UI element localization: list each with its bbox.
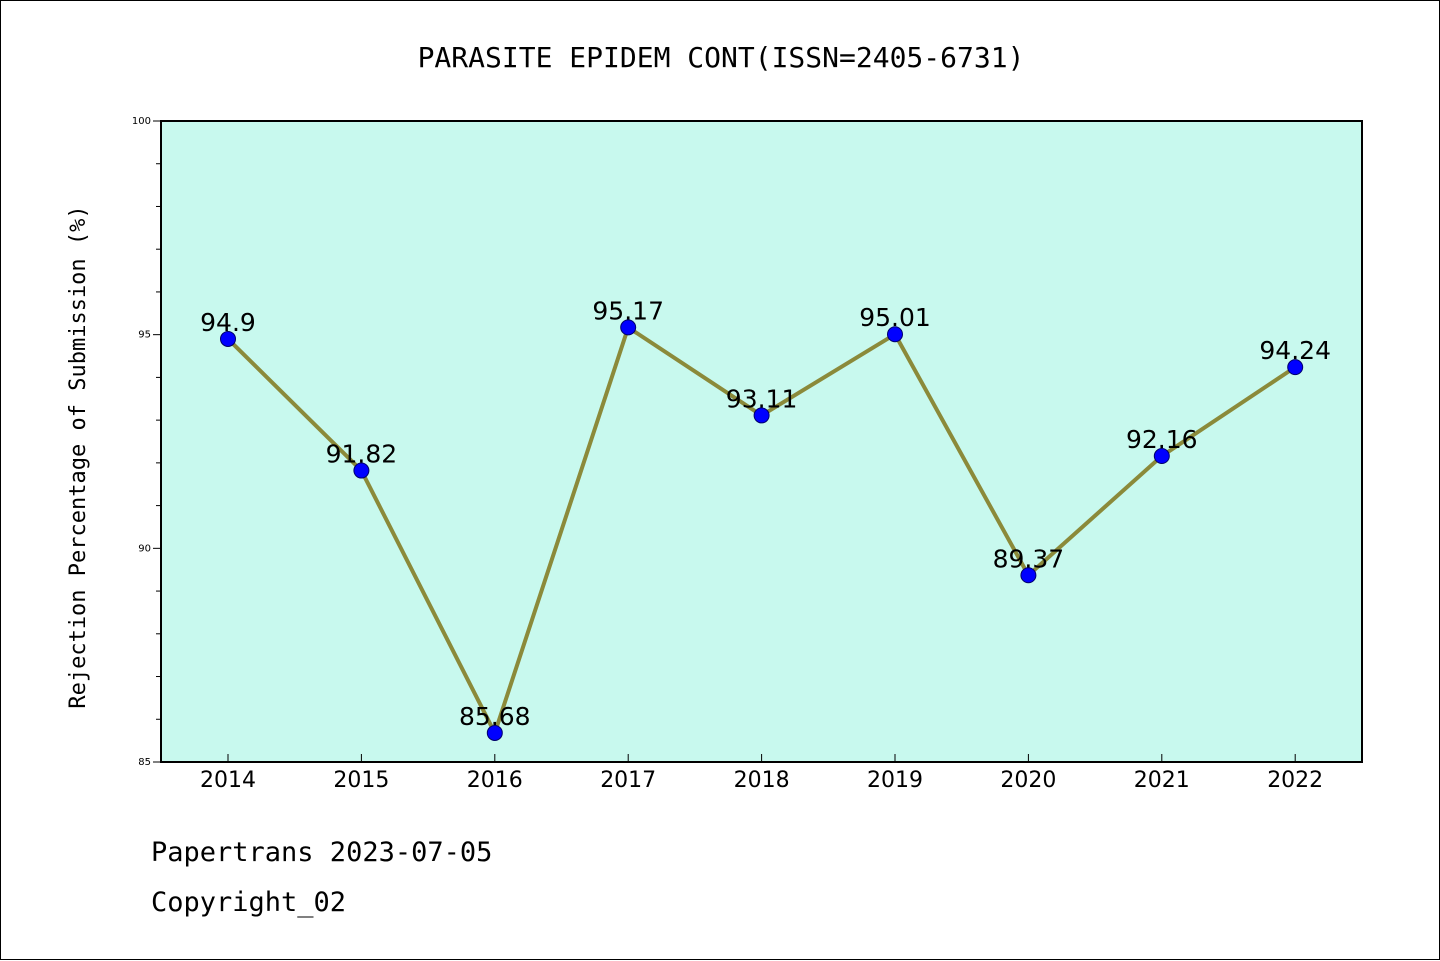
footer-copyright: Copyright_02	[151, 887, 347, 918]
data-point	[753, 407, 770, 424]
y-tick-label: 85	[138, 757, 151, 768]
data-point	[620, 319, 637, 336]
data-point	[887, 326, 903, 343]
data-point	[1020, 567, 1037, 584]
series-group: 94.991.8285.6895.1793.1195.0189.3792.169…	[200, 296, 1331, 741]
y-tick-label: 95	[138, 330, 151, 341]
y-tick-label: 100	[132, 116, 151, 127]
y-tick-label: 90	[138, 543, 151, 554]
x-tick-label: 2014	[200, 768, 256, 793]
data-point	[220, 330, 236, 347]
x-tick-label: 2015	[333, 768, 389, 793]
y-axis-label: Rejection Percentage of Submission (%)	[66, 205, 91, 708]
data-point	[1153, 448, 1170, 465]
chart-title: PARASITE EPIDEM CONT(ISSN=2405-6731)	[418, 41, 1025, 74]
x-tick-label: 2020	[1000, 768, 1056, 793]
x-tick-label: 2019	[867, 768, 923, 793]
x-axis-ticks: 2014 2015 2016 2017 2018 2019 2020 2021 2022	[200, 754, 1323, 793]
data-point	[353, 462, 370, 479]
y-axis-ticks: 85 90 95 100	[132, 116, 161, 768]
x-tick-label: 2018	[734, 768, 790, 793]
footer-date: Papertrans 2023-07-05	[151, 837, 493, 868]
data-point	[1287, 359, 1304, 376]
x-tick-label: 2021	[1134, 768, 1190, 793]
x-tick-label: 2022	[1267, 768, 1323, 793]
x-tick-label: 2016	[467, 768, 523, 793]
data-point	[486, 724, 503, 741]
x-tick-label: 2017	[600, 768, 656, 793]
plot-area	[160, 120, 1363, 763]
